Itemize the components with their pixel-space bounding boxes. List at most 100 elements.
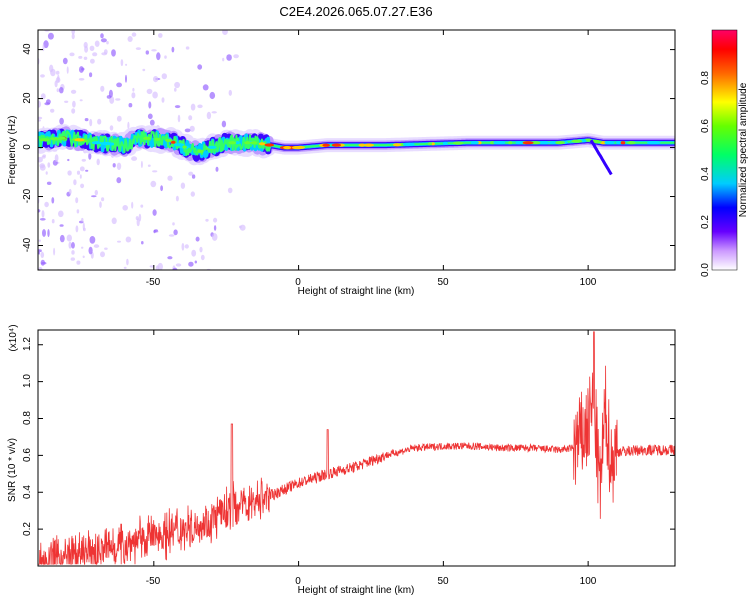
speckle-mark xyxy=(197,104,203,109)
speckle-mark xyxy=(70,89,77,94)
hotspot-mark xyxy=(620,141,626,145)
speckle-mark xyxy=(184,244,189,249)
speckle-mark xyxy=(171,46,175,53)
speckle-mark xyxy=(71,242,75,249)
colorbar-tick-label: 0.2 xyxy=(700,215,711,229)
speckle-mark xyxy=(76,260,81,265)
speckle-mark xyxy=(209,91,216,100)
speckle-mark xyxy=(116,162,122,170)
colorbar-tick-label: 0.0 xyxy=(700,263,711,277)
speckle-mark xyxy=(151,49,157,52)
speckle-mark xyxy=(96,158,100,166)
speckle-mark xyxy=(116,115,122,122)
speckle-mark xyxy=(167,175,173,181)
speckle-mark xyxy=(83,227,86,232)
colorbar-label: Normalized spectral amplitude xyxy=(738,82,749,217)
speckle-mark xyxy=(148,101,152,109)
speckle-mark xyxy=(188,171,194,176)
hotspot-mark xyxy=(538,141,551,145)
speckle-mark xyxy=(43,40,49,49)
hotspot-mark xyxy=(143,136,151,140)
speckle-mark xyxy=(78,78,85,81)
speckle-mark xyxy=(174,81,181,89)
speckle-mark xyxy=(167,256,173,260)
speckle-mark xyxy=(191,174,196,179)
speckle-mark xyxy=(73,179,77,186)
speckle-mark xyxy=(181,243,185,251)
speckle-mark xyxy=(42,154,46,157)
hotspot-mark xyxy=(548,141,557,145)
hotspot-mark xyxy=(648,141,655,145)
speckle-mark xyxy=(40,93,46,100)
speckle-mark xyxy=(135,47,141,50)
speckle-mark xyxy=(100,85,105,92)
speckle-mark xyxy=(112,163,116,168)
speckle-mark xyxy=(40,74,45,78)
line-xtick-label: 100 xyxy=(580,576,597,587)
ridge-band xyxy=(38,130,675,157)
speckle-mark xyxy=(51,219,55,224)
speckle-mark xyxy=(168,234,175,237)
speckle-mark xyxy=(120,59,124,67)
speckle-mark xyxy=(89,45,95,51)
speckle-mark xyxy=(44,201,49,208)
speckle-mark xyxy=(47,32,54,40)
line-ytick-label: 0.8 xyxy=(22,411,33,425)
heat-xtick-label: 50 xyxy=(437,277,449,288)
hotspot-mark xyxy=(363,143,375,147)
speckle-mark xyxy=(140,160,143,169)
speckle-mark xyxy=(174,105,181,109)
spectrogram-marks xyxy=(38,30,675,270)
hotspot-mark xyxy=(170,140,176,144)
speckle-mark xyxy=(141,241,144,245)
snr-marks xyxy=(38,331,675,566)
speckle-mark xyxy=(127,36,133,42)
speckle-mark xyxy=(190,191,195,197)
speckle-mark xyxy=(149,119,155,126)
speckle-mark xyxy=(81,217,84,222)
spectrogram-panel: -50 0 50 100 -40 -20 0 20 40 Height of s… xyxy=(7,29,676,297)
heat-xtick-label: 100 xyxy=(580,277,597,288)
speckle-mark xyxy=(40,259,45,266)
hotspot-mark xyxy=(452,141,464,145)
speckle-mark xyxy=(115,98,121,101)
hotspot-mark xyxy=(430,142,435,146)
hotspot-mark xyxy=(627,141,636,145)
speckle-mark xyxy=(79,166,85,172)
speckle-mark xyxy=(161,97,165,103)
speckle-mark xyxy=(211,233,218,241)
speckle-mark xyxy=(175,195,179,202)
hotspot-mark xyxy=(604,141,615,145)
speckle-mark xyxy=(123,266,127,269)
hotspot-mark xyxy=(571,139,583,143)
speckle-mark xyxy=(226,54,232,61)
speckle-mark xyxy=(152,91,158,99)
hotspot-mark xyxy=(91,141,102,145)
hotspot-mark xyxy=(250,141,258,145)
speckle-mark xyxy=(93,244,100,248)
hotspot-mark xyxy=(358,143,366,147)
speckle-mark xyxy=(38,267,43,270)
line-ytick-label: 0.2 xyxy=(22,522,33,536)
colorbar-tick-label: 0.8 xyxy=(700,71,711,85)
speckle-mark xyxy=(47,162,51,168)
hotspot-mark xyxy=(258,142,266,146)
speckle-mark xyxy=(53,247,56,256)
speckle-mark xyxy=(142,68,146,72)
hotspot-mark xyxy=(322,143,331,147)
heat-xtick-label: 0 xyxy=(295,277,301,288)
speckle-mark xyxy=(46,181,52,185)
speckle-mark xyxy=(161,73,167,80)
hotspot-mark xyxy=(490,141,495,145)
speckle-mark xyxy=(64,100,69,104)
speckle-mark xyxy=(145,50,149,55)
speckle-mark xyxy=(100,38,107,43)
speckle-mark xyxy=(128,103,133,108)
speckle-mark xyxy=(202,84,209,91)
speckle-mark xyxy=(89,236,96,244)
speckle-mark xyxy=(180,182,186,189)
speckle-mark xyxy=(131,32,137,37)
heat-ytick-label: 40 xyxy=(22,43,33,55)
hotspot-mark xyxy=(244,141,252,145)
speckle-mark xyxy=(146,88,153,95)
